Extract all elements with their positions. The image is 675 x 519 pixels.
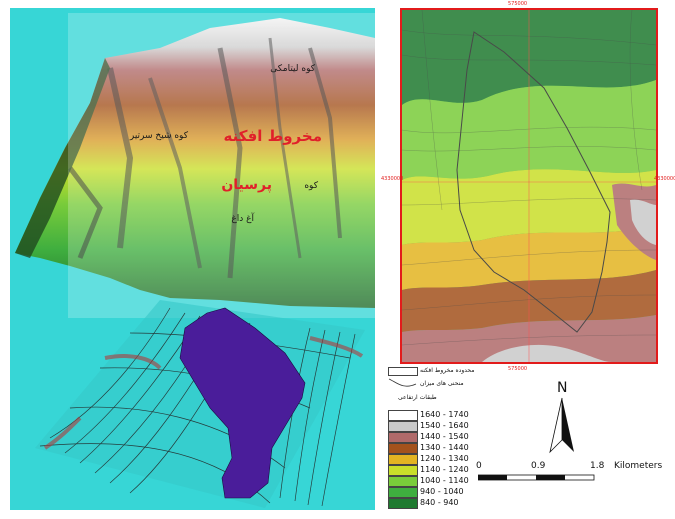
map-frame — [400, 8, 658, 364]
coord-left: 4330000 — [381, 176, 404, 182]
scale-label-0: 0 — [476, 461, 482, 471]
legend-classes-title: طبقات ارتفاعی — [398, 394, 437, 401]
coord-top: 575000 — [508, 1, 528, 7]
legend-class-label-6: 1040 - 1140 — [420, 476, 469, 485]
label-kuh-sheikh: کوه شیخ سرتیر — [129, 131, 189, 141]
legend-class-swatch-5 — [388, 465, 418, 476]
legend-class-swatch-4 — [388, 454, 418, 465]
label-alluvial-fan: مخروط افکنه — [224, 127, 322, 145]
scale-bar — [478, 474, 595, 481]
legend-class-swatch-6 — [388, 476, 418, 487]
alluvial-fan-boundary — [456, 31, 611, 333]
3d-terrain-panel: کوه لیتامکی مخروط افکنه کوه شیخ سرتیر پر… — [10, 8, 375, 510]
legend-contour-icon — [388, 378, 417, 387]
legend-class-swatch-1 — [388, 421, 418, 432]
legend-class-label-3: 1340 - 1440 — [420, 443, 469, 452]
legend-class-label-1: 1540 - 1640 — [420, 421, 469, 430]
legend-class-label-7: 940 - 1040 — [420, 487, 464, 496]
legend-boundary-label: محدوده مخروط افکنه — [420, 367, 475, 374]
label-kuh-litamaki: کوه لیتامکی — [270, 64, 315, 74]
legend-class-label-8: 840 - 940 — [420, 498, 459, 507]
legend-contours-label: منحنی های میزان — [420, 380, 464, 387]
legend-class-swatch-8 — [388, 498, 418, 509]
legend-boundary-swatch — [388, 367, 418, 376]
legend-class-swatch-3 — [388, 443, 418, 454]
scale-label-1: 0.9 — [531, 461, 546, 471]
elevation-map-svg — [401, 9, 657, 362]
legend-class-label-5: 1140 - 1240 — [420, 465, 469, 474]
label-kuh: کوه — [304, 181, 318, 191]
scale-label-2: 1.8 — [590, 461, 605, 471]
alluvial-fan-polygon — [179, 307, 306, 499]
legend-class-label-2: 1440 - 1540 — [420, 432, 469, 441]
label-parsian: پرسیان — [221, 177, 272, 193]
terrain-block — [15, 13, 375, 318]
legend-class-label-0: 1640 - 1740 — [420, 410, 469, 419]
coord-bottom: 575000 — [508, 366, 528, 372]
north-label: N — [557, 380, 568, 396]
north-arrow-icon — [549, 397, 574, 454]
legend-class-swatch-2 — [388, 432, 418, 443]
3d-terrain-svg: کوه لیتامکی مخروط افکنه کوه شیخ سرتیر پر… — [15, 13, 375, 508]
legend-class-swatch-0 — [388, 410, 418, 421]
scale-unit: Kilometers — [614, 461, 663, 471]
legend-class-label-4: 1240 - 1340 — [420, 454, 469, 463]
label-aghdagh: آغ داغ — [231, 212, 254, 224]
map-panel: 575000 — [380, 0, 675, 519]
coord-right: 4330000 — [654, 176, 675, 182]
legend-class-swatch-7 — [388, 487, 418, 498]
